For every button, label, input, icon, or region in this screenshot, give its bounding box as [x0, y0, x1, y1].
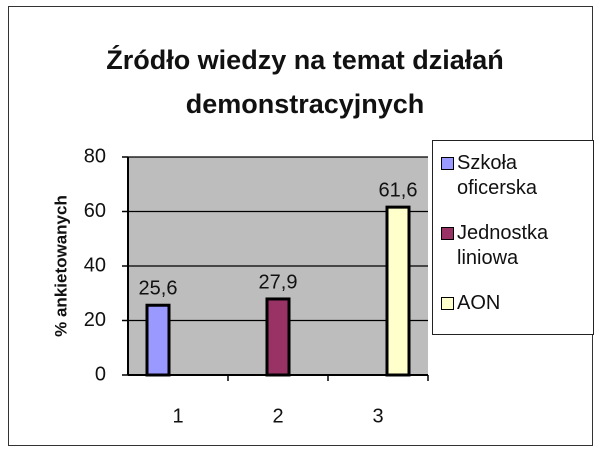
data-label: 27,9: [259, 271, 298, 293]
legend-item: Szkoła oficerska: [441, 151, 591, 201]
legend-swatch: [441, 227, 454, 240]
chart-title: Źródło wiedzy na temat działań demonstra…: [106, 45, 504, 119]
x-tick-label: 2: [272, 405, 283, 427]
legend-label: AON: [457, 292, 501, 314]
legend-label: Jednostka liniowa: [457, 222, 549, 269]
y-tick-label: 80: [84, 145, 106, 167]
bar: [265, 297, 291, 377]
x-tick-label: 1: [172, 405, 183, 427]
legend: Szkoła oficerska Jednostka liniowa AON: [432, 140, 594, 335]
y-tick-label: 0: [95, 363, 106, 385]
legend-swatch: [441, 157, 454, 170]
y-tick-label: 40: [84, 254, 106, 276]
legend-label: Szkoła oficerska: [457, 152, 538, 199]
y-tick-label: 20: [84, 309, 106, 331]
legend-swatch: [441, 297, 454, 310]
data-label: 25,6: [139, 278, 178, 300]
y-axis-label: % ankietowanych: [51, 195, 70, 337]
legend-item: Jednostka liniowa: [441, 221, 591, 271]
data-label: 61,6: [379, 179, 418, 201]
y-tick-label: 60: [84, 200, 106, 222]
bar: [145, 303, 171, 377]
legend-item: AON: [441, 291, 591, 316]
x-tick-label: 3: [372, 405, 383, 427]
bar: [385, 205, 411, 377]
